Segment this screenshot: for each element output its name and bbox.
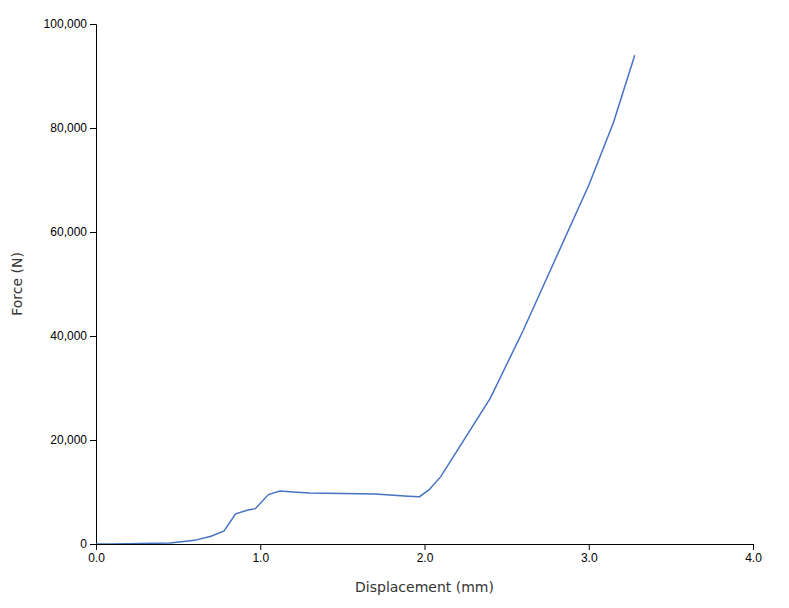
tick-label: 20,000 — [50, 433, 87, 447]
tick-mark — [753, 544, 754, 550]
tick: 60,000 — [50, 225, 96, 239]
tick: 20,000 — [50, 433, 96, 447]
tick-mark — [260, 544, 261, 550]
x-axis-title: Displacement (mm) — [355, 579, 494, 595]
tick-label: 3.0 — [581, 551, 598, 565]
tick: 1.0 — [252, 544, 269, 565]
tick: 4.0 — [745, 544, 762, 565]
tick-label: 4.0 — [745, 551, 762, 565]
marks — [96, 55, 635, 544]
tick: 0 — [80, 537, 96, 551]
tick-mark — [90, 544, 96, 545]
tick: 2.0 — [417, 544, 434, 565]
tick-label: 2.0 — [417, 551, 434, 565]
tick-label: 100,000 — [44, 17, 88, 31]
tick: 40,000 — [50, 329, 96, 343]
tick: 80,000 — [50, 121, 96, 135]
tick: 3.0 — [581, 544, 598, 565]
line — [96, 55, 635, 544]
tick-label: 1.0 — [252, 551, 269, 565]
y-axis: 0 20,000 40,000 60,000 80,000 100,000 — [44, 17, 97, 551]
tick-label: 60,000 — [50, 225, 87, 239]
tick-mark — [589, 544, 590, 550]
chart: 0.0 1.0 2.0 3.0 4.0 0 20,000 40,000 60,000 80,000… — [0, 0, 789, 608]
tick-mark — [90, 336, 96, 337]
tick: 0.0 — [88, 544, 105, 565]
tick-label: 0.0 — [88, 551, 105, 565]
tick-label: 40,000 — [50, 329, 87, 343]
tick-mark — [90, 128, 96, 129]
axis-line — [90, 25, 97, 545]
axis-line — [97, 545, 754, 551]
tick-mark — [90, 232, 96, 233]
tick-mark — [90, 24, 96, 25]
y-axis-title: Force (N) — [9, 252, 25, 316]
plot: 0.0 1.0 2.0 3.0 4.0 0 20,000 40,000 60,000 80,000… — [44, 17, 763, 564]
tick-mark — [425, 544, 426, 550]
x-axis: 0.0 1.0 2.0 3.0 4.0 — [88, 544, 762, 565]
tick-label: 0 — [80, 537, 87, 551]
tick-mark — [90, 440, 96, 441]
tick: 100,000 — [44, 17, 96, 31]
tick-label: 80,000 — [50, 121, 87, 135]
